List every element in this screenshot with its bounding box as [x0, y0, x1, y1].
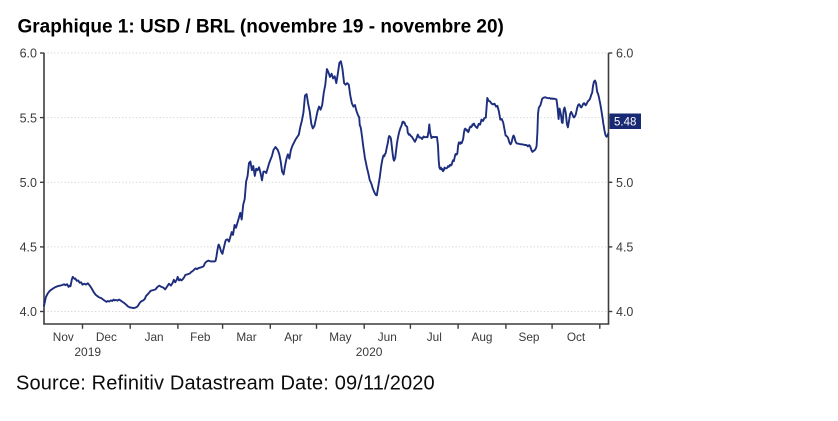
svg-text:Jan: Jan	[145, 330, 164, 344]
svg-text:Feb: Feb	[190, 330, 211, 344]
svg-text:Aug: Aug	[472, 330, 493, 344]
svg-text:Apr: Apr	[284, 330, 302, 344]
svg-text:2019: 2019	[74, 345, 101, 359]
svg-text:5.0: 5.0	[616, 176, 633, 190]
svg-text:5.0: 5.0	[20, 176, 37, 190]
svg-text:Graphique 1: USD / BRL (novemb: Graphique 1: USD / BRL (novembre 19 - no…	[18, 16, 504, 37]
svg-text:Oct: Oct	[567, 330, 586, 344]
svg-text:May: May	[329, 330, 351, 344]
svg-text:5.48: 5.48	[614, 117, 636, 129]
svg-text:5.5: 5.5	[20, 111, 37, 125]
svg-text:Sep: Sep	[519, 330, 540, 344]
svg-text:Dec: Dec	[96, 330, 117, 344]
svg-text:Jul: Jul	[427, 330, 442, 344]
svg-text:4.0: 4.0	[20, 305, 37, 319]
svg-text:6.0: 6.0	[616, 47, 633, 61]
svg-text:2020: 2020	[356, 345, 383, 359]
svg-text:4.5: 4.5	[616, 241, 633, 255]
svg-text:4.5: 4.5	[20, 241, 37, 255]
svg-text:Nov: Nov	[53, 330, 74, 344]
svg-text:Jun: Jun	[378, 330, 397, 344]
svg-text:6.0: 6.0	[20, 47, 37, 61]
svg-text:4.0: 4.0	[616, 305, 633, 319]
svg-text:Source: Refinitiv Datastream D: Source: Refinitiv Datastream Date: 09/11…	[16, 373, 435, 395]
svg-text:Mar: Mar	[236, 330, 256, 344]
